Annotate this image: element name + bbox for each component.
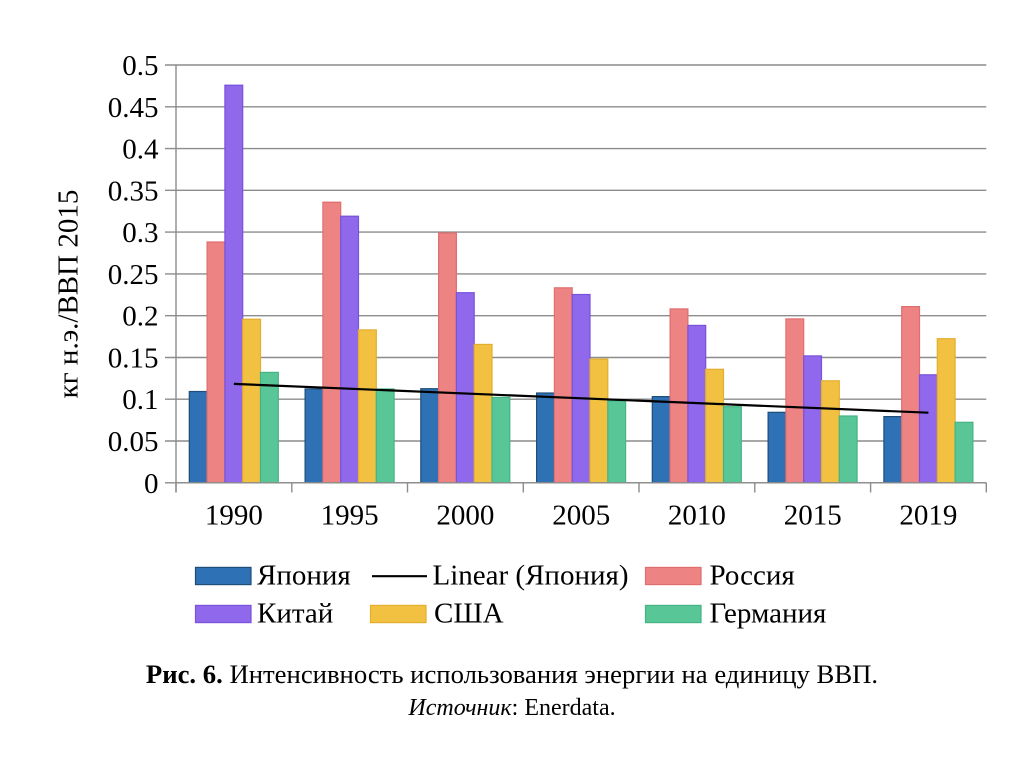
svg-text:Рис. 6. Интенсивность использо: Рис. 6. Интенсивность использования энер…: [146, 659, 878, 689]
svg-text:2010: 2010: [668, 500, 726, 532]
svg-text:0: 0: [144, 468, 159, 500]
svg-text:0.1: 0.1: [122, 384, 158, 416]
svg-text:0.05: 0.05: [108, 426, 159, 458]
svg-text:США: США: [434, 598, 504, 630]
svg-text:2019: 2019: [899, 500, 957, 532]
svg-text:0.5: 0.5: [122, 50, 158, 82]
svg-text:2005: 2005: [552, 500, 610, 532]
svg-text:кг н.э./ВВП 2015: кг н.э./ВВП 2015: [53, 190, 85, 399]
svg-text:1990: 1990: [205, 500, 263, 532]
svg-text:0.2: 0.2: [122, 301, 158, 333]
svg-text:0.15: 0.15: [108, 343, 159, 375]
svg-text:2015: 2015: [784, 500, 842, 532]
svg-text:Linear (Япония): Linear (Япония): [433, 560, 629, 592]
svg-text:0.25: 0.25: [108, 259, 159, 291]
svg-text:0.45: 0.45: [108, 92, 159, 124]
svg-text:0.3: 0.3: [122, 217, 158, 249]
svg-text:Китай: Китай: [257, 598, 333, 630]
svg-text:2000: 2000: [436, 500, 494, 532]
svg-text:Россия: Россия: [710, 560, 795, 592]
svg-text:1995: 1995: [321, 500, 379, 532]
svg-text:Германия: Германия: [710, 598, 827, 630]
svg-text:Источник: Enerdata.: Источник: Enerdata.: [407, 695, 615, 721]
svg-text:Япония: Япония: [257, 560, 351, 592]
svg-text:0.35: 0.35: [108, 175, 159, 207]
svg-text:0.4: 0.4: [122, 134, 159, 166]
